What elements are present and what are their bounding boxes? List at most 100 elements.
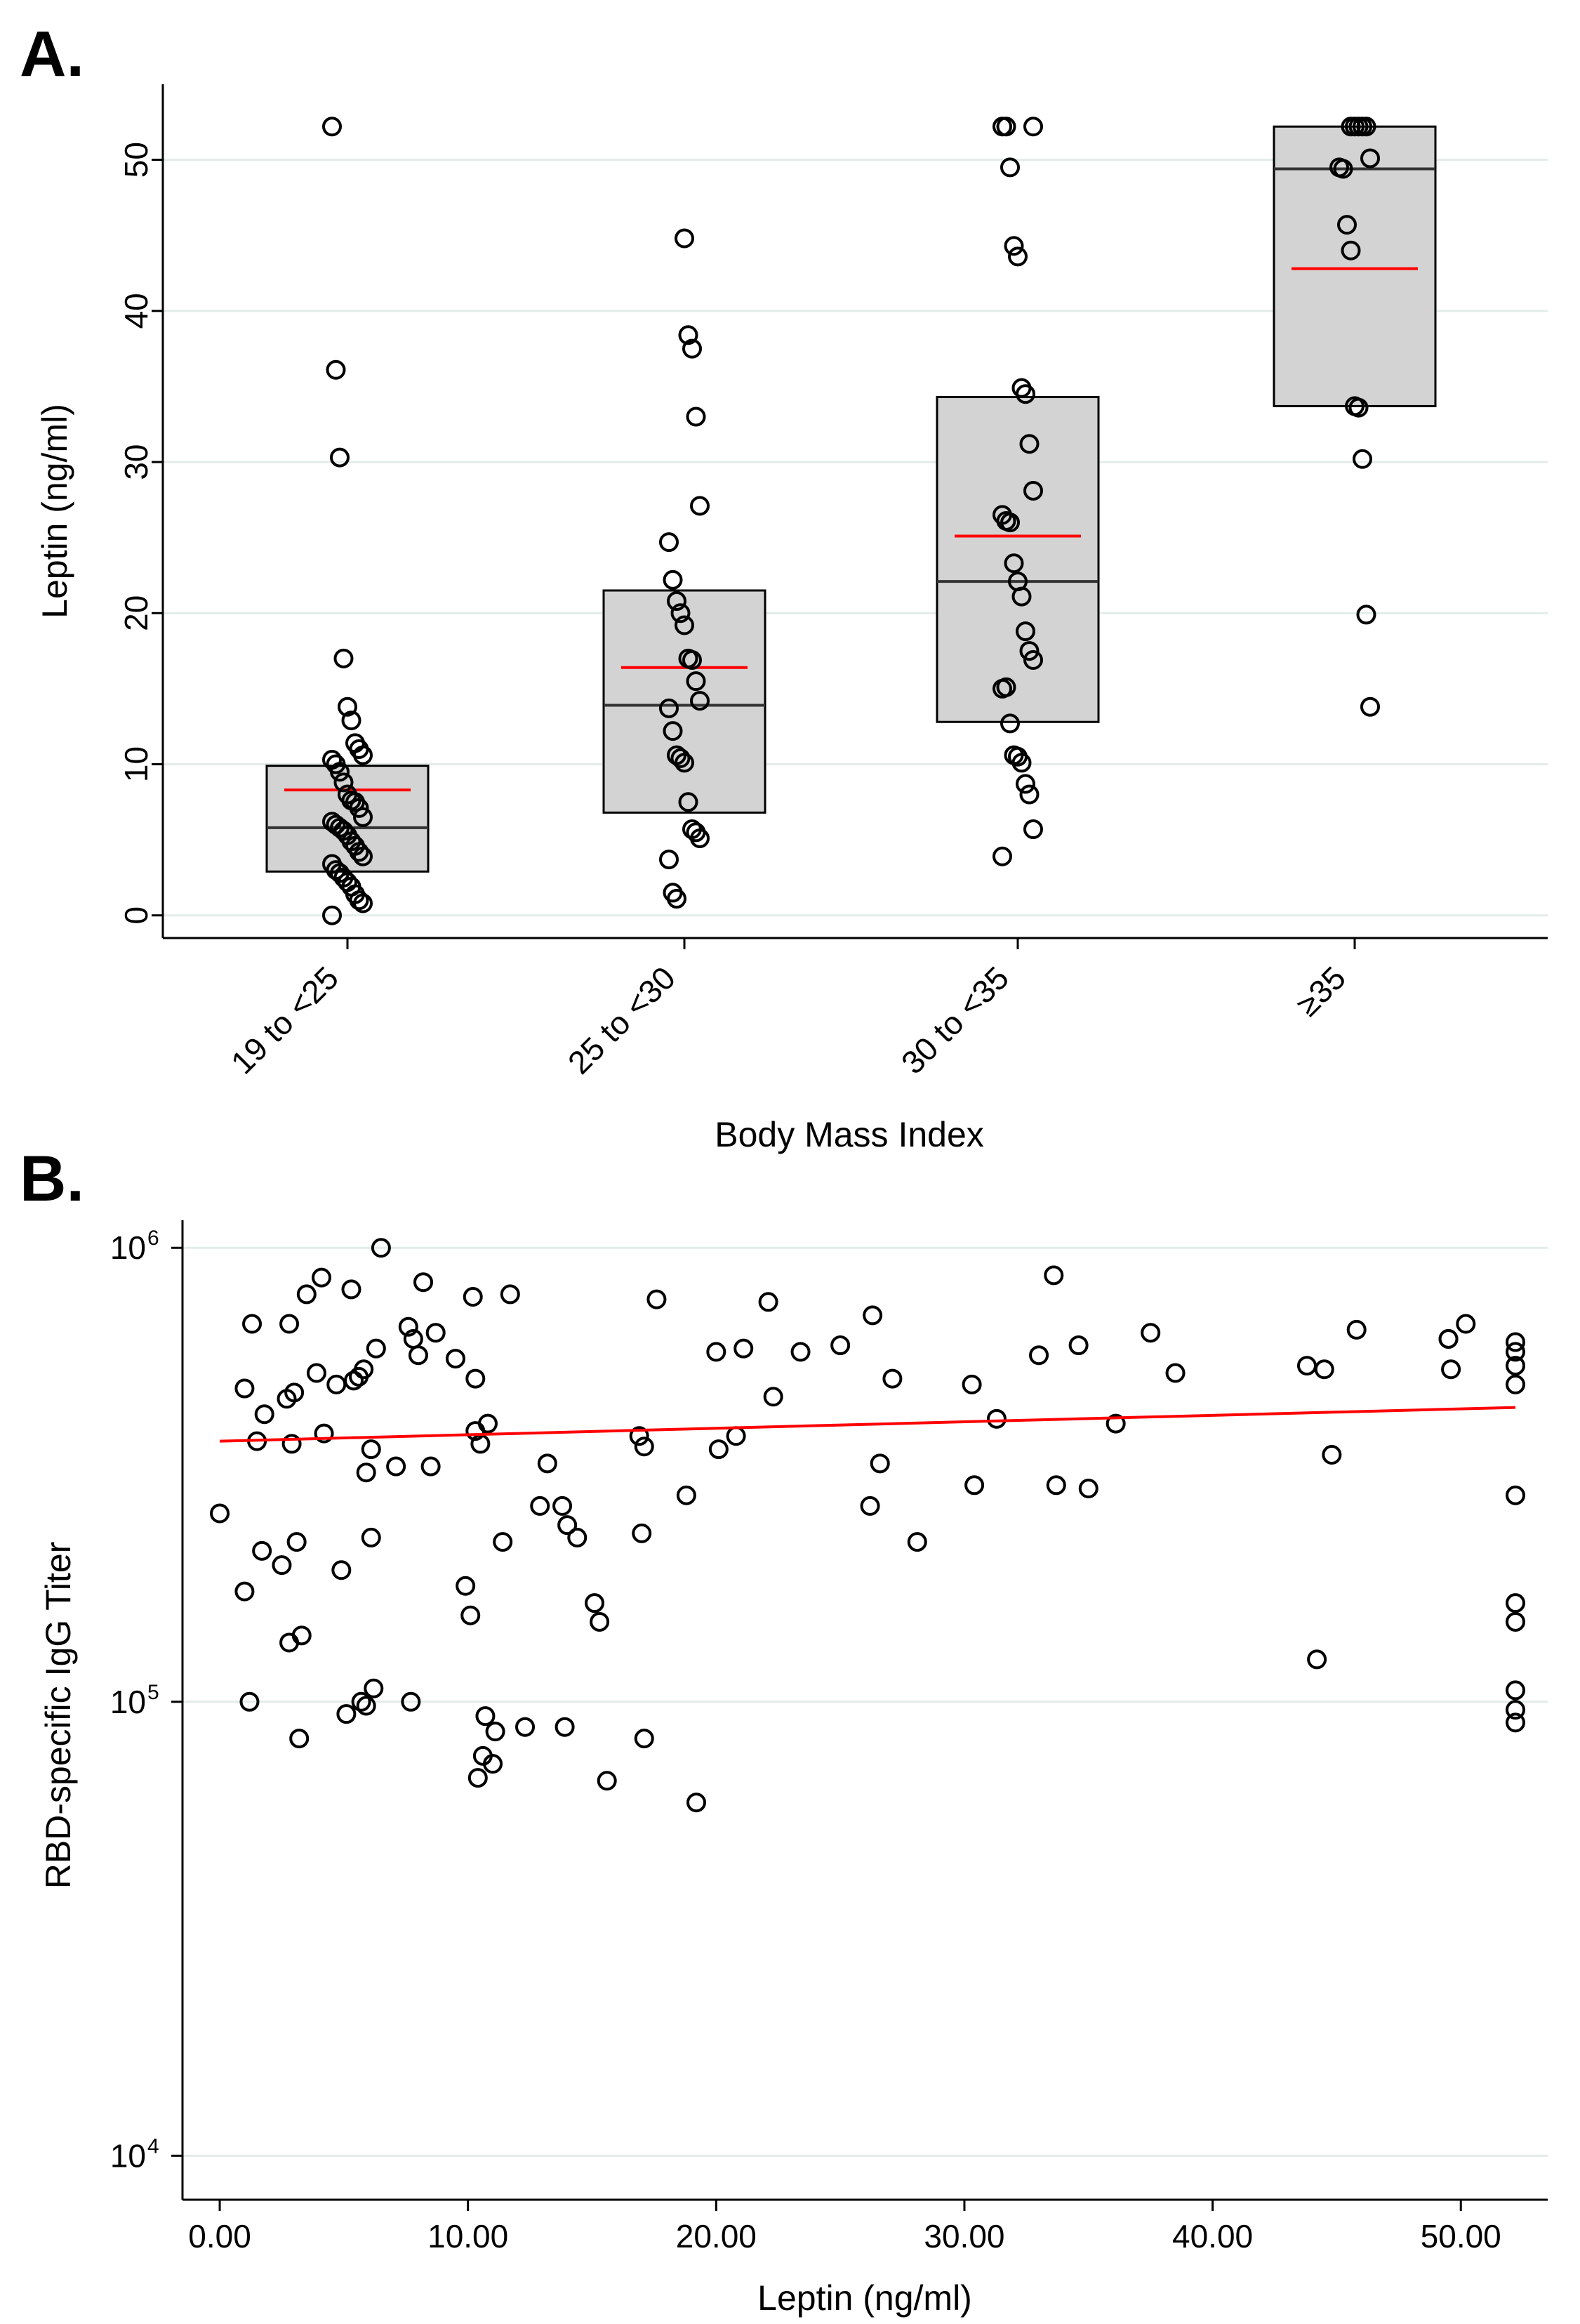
panel-a-point-0-26 xyxy=(353,846,373,866)
panel-b-point-112 xyxy=(1506,1374,1526,1394)
panel-a-y-tick-label-5: 50 xyxy=(118,142,154,178)
panel-a-point-2-4 xyxy=(1004,236,1024,256)
panel-b-point-65 xyxy=(567,1527,587,1547)
panel-b-point-95 xyxy=(1068,1335,1089,1356)
panel-b-point-59 xyxy=(515,1717,536,1737)
panel-b-x-tick-label-4: 40.00 xyxy=(1172,2218,1253,2254)
panel-b-point-98 xyxy=(1141,1323,1161,1343)
panel-a-point-0-3 xyxy=(333,648,354,668)
panel-a-point-1-25 xyxy=(667,889,686,909)
panel-a-point-0-25 xyxy=(349,842,369,862)
panel-b-point-75 xyxy=(686,1792,707,1813)
panel-a-point-2-25 xyxy=(1016,774,1035,794)
panel-a-point-1-7 xyxy=(667,591,686,612)
panel-b-point-63 xyxy=(555,1717,575,1737)
panel-b-point-41 xyxy=(413,1272,434,1293)
panel-a-point-1-2 xyxy=(682,338,702,359)
panel-b-y-tick-exponent-0: 4 xyxy=(147,2134,159,2158)
panel-a-point-0-0 xyxy=(322,117,342,137)
panel-b-point-89 xyxy=(962,1374,982,1394)
panel-b-point-14 xyxy=(286,1532,307,1552)
panel-b-point-17 xyxy=(296,1284,317,1305)
panel-a-x-tick-label-2: 30 to <35 xyxy=(894,959,1016,1081)
panel-b-point-47 xyxy=(463,1287,483,1307)
panel-b-point-8 xyxy=(272,1555,292,1576)
panel-b-point-48 xyxy=(465,1368,486,1389)
panel-b-gridlines xyxy=(182,1246,1548,2157)
panel-b-point-12 xyxy=(281,1434,302,1454)
panel-b-point-58 xyxy=(500,1284,520,1305)
panel-b-point-88 xyxy=(907,1532,927,1552)
panel-a-point-0-12 xyxy=(333,772,354,793)
panel-a-point-2-12 xyxy=(1000,513,1020,533)
panel-a-point-0-8 xyxy=(353,745,373,765)
panel-b-point-54 xyxy=(477,1413,498,1434)
panel-a-point-3-7 xyxy=(1333,159,1353,179)
panel-b-point-66 xyxy=(585,1593,605,1613)
panel-b-point-36 xyxy=(386,1456,406,1477)
panel-a-x-ticks: 19 to <25 25 to <30 30 to <35 ≥35 xyxy=(224,938,1356,1081)
panel-b-point-108 xyxy=(1456,1314,1476,1334)
panel-b-x-tick-label-5: 50.00 xyxy=(1421,2218,1501,2254)
panel-b-point-90 xyxy=(964,1475,985,1496)
panel-b-point-80 xyxy=(758,1292,778,1312)
panel-a-point-0-5 xyxy=(341,711,361,731)
panel-b-point-42 xyxy=(420,1456,441,1477)
panel-a-point-1-0 xyxy=(675,228,694,249)
panel-b-point-27 xyxy=(351,1691,371,1712)
panel-b-point-70 xyxy=(632,1523,652,1543)
panel-a-point-1-8 xyxy=(670,603,691,623)
panel-b-point-23 xyxy=(336,1704,357,1724)
panel-a-point-2-3 xyxy=(1000,157,1020,178)
panel-b-point-107 xyxy=(1441,1359,1461,1380)
panel-a-box-plot: A. 0 10 20 30 40 50 19 to <25 25 to <30 30 to <… xyxy=(20,18,1548,1154)
panel-b-point-115 xyxy=(1506,1611,1526,1632)
panel-b-point-94 xyxy=(1046,1475,1066,1496)
panel-b-point-62 xyxy=(552,1496,573,1516)
panel-b-point-0 xyxy=(210,1503,230,1524)
panel-b-point-53 xyxy=(475,1706,496,1727)
panel-b-point-4 xyxy=(242,1314,263,1334)
panel-b-point-110 xyxy=(1506,1342,1526,1362)
panel-b-point-116 xyxy=(1506,1680,1526,1701)
panel-a-point-1-14 xyxy=(659,698,679,718)
panel-b-point-32 xyxy=(361,1439,381,1460)
panel-b-point-21 xyxy=(326,1374,347,1394)
panel-b-point-83 xyxy=(830,1335,851,1356)
panel-a-point-2-2 xyxy=(996,117,1016,137)
panel-a-point-2-0 xyxy=(1023,117,1043,137)
panel-a-point-0-17 xyxy=(353,807,373,827)
panel-b-y-tick-base-0: 10 xyxy=(110,2137,146,2174)
panel-b-point-74 xyxy=(676,1485,696,1505)
panel-b-point-68 xyxy=(597,1771,617,1791)
panel-a-point-2-17 xyxy=(1019,641,1040,661)
panel-b-point-1 xyxy=(234,1581,255,1602)
panel-a-point-1-9 xyxy=(675,615,694,635)
panel-a-point-2-15 xyxy=(1011,586,1032,607)
panel-b-point-92 xyxy=(1029,1345,1049,1366)
panel-a-point-3-11 xyxy=(1348,397,1369,418)
panel-a-point-1-1 xyxy=(678,325,698,345)
panel-a-x-tick-label-1: 25 to <30 xyxy=(561,959,682,1081)
panel-a-point-1-3 xyxy=(686,407,706,427)
panel-b-y-tick-base-1: 10 xyxy=(110,1684,146,1720)
panel-a-point-1-13 xyxy=(690,691,710,711)
panel-a-point-2-27 xyxy=(1023,819,1043,840)
panel-b-point-37 xyxy=(398,1316,418,1337)
panel-b-point-77 xyxy=(708,1439,729,1460)
panel-b-point-44 xyxy=(446,1349,465,1369)
panel-b-point-50 xyxy=(467,1768,488,1788)
panel-b-point-101 xyxy=(1307,1649,1327,1670)
panel-a-point-2-24 xyxy=(1011,753,1032,773)
panel-b-point-106 xyxy=(1438,1328,1459,1349)
panel-b-x-tick-label-3: 30.00 xyxy=(924,2218,1004,2254)
panel-a-point-3-14 xyxy=(1360,696,1380,717)
panel-a-point-3-12 xyxy=(1353,449,1372,469)
panel-b-point-20 xyxy=(314,1423,334,1444)
panel-b-point-22 xyxy=(331,1560,352,1580)
panel-b-label: B. xyxy=(20,1143,84,1215)
panel-b-point-114 xyxy=(1506,1593,1526,1613)
panel-a-point-3-8 xyxy=(1337,215,1357,235)
